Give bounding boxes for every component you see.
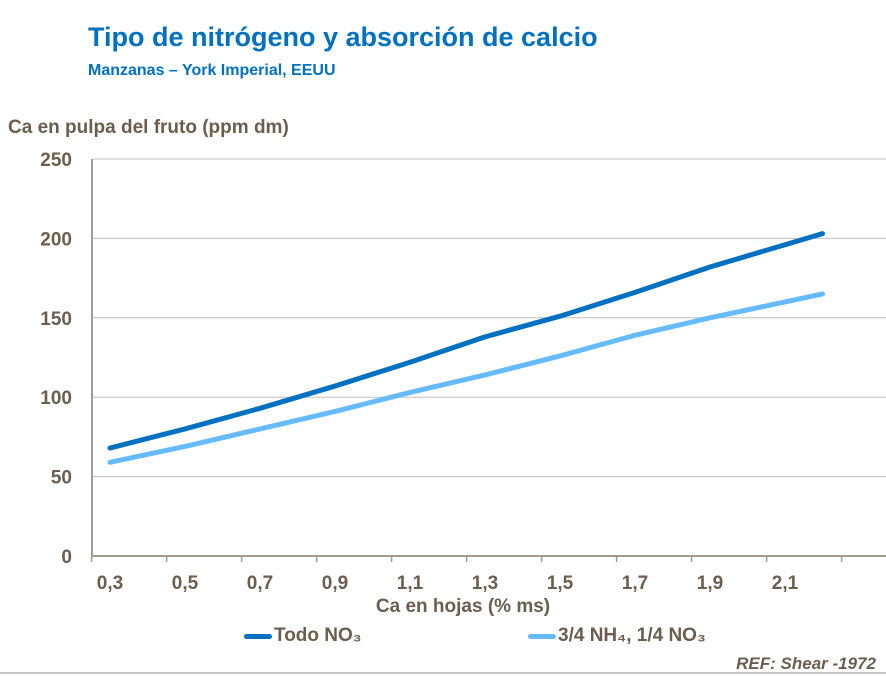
- x-tick-label: 0,5: [172, 573, 199, 594]
- legend-label: Todo NO₃: [274, 625, 362, 646]
- slide-subtitle: Manzanas – York Imperial, EEUU: [88, 62, 336, 79]
- legend-item-nh4-no3: 3/4 NH₄, 1/4 NO₃: [528, 625, 706, 647]
- x-tick-label: 1,3: [472, 573, 498, 594]
- y-tick-label: 250: [40, 150, 72, 171]
- slide-title: Tipo de nitrógeno y absorción de calcio: [88, 22, 598, 52]
- legend-label: 3/4 NH₄, 1/4 NO₃: [558, 625, 706, 646]
- x-tick-label: 1,7: [622, 573, 648, 594]
- x-axis-label: Ca en hojas (% ms): [375, 596, 551, 617]
- y-axis-label: Ca en pulpa del fruto (ppm dm): [8, 117, 289, 138]
- legend-swatch: [244, 633, 272, 639]
- series-line-0: [107, 231, 825, 451]
- x-tick-label: 2,1: [772, 573, 799, 594]
- y-tick-label: 200: [40, 229, 72, 250]
- y-tick-label: 0: [61, 547, 72, 568]
- x-tick-label: 0,7: [247, 573, 273, 594]
- x-tick-label: 1,1: [397, 573, 424, 594]
- y-tick-label: 100: [40, 388, 72, 409]
- x-tick-label: 0,3: [97, 573, 123, 594]
- y-tick-label: 150: [40, 309, 72, 330]
- divider: [0, 672, 886, 674]
- legend-item-todo-no3: Todo NO₃: [244, 625, 362, 647]
- legend-swatch: [528, 633, 556, 639]
- y-tick-label: 50: [51, 468, 72, 489]
- x-tick-label: 1,5: [547, 573, 574, 594]
- x-tick-label: 1,9: [697, 573, 723, 594]
- x-tick-label: 0,9: [322, 573, 348, 594]
- series-line-1: [107, 291, 825, 465]
- reference-note: REF: Shear -1972: [736, 654, 876, 673]
